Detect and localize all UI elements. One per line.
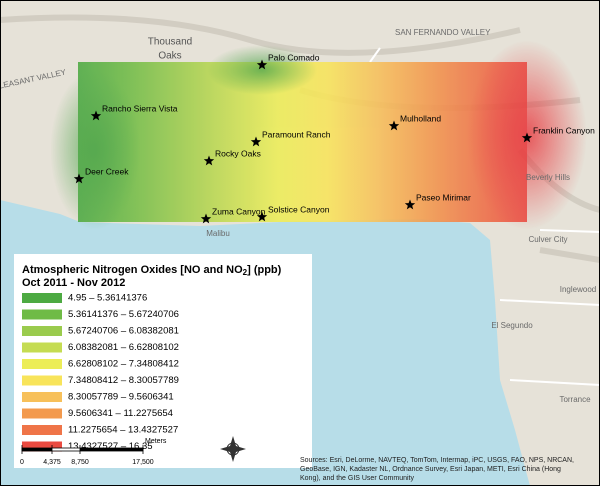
scale-label: 4,375 (43, 459, 61, 466)
attribution: GeoBase, IGN, Kadaster NL, Ordnance Surv… (300, 466, 561, 473)
legend-title-part: Atmospheric Nitrogen Oxides [NO and NO (22, 264, 243, 276)
nox-gradient (78, 62, 527, 222)
scale-unit: Meters (145, 438, 167, 445)
legend-title-part: ] (ppb) (247, 264, 282, 276)
legend-swatch (22, 326, 62, 336)
legend-label: 9.5606341 – 11.2275654 (68, 408, 173, 419)
station-marker (73, 173, 85, 184)
legend-title-part: 2 (243, 268, 248, 277)
legend-swatch (22, 425, 62, 435)
legend-label: 11.2275654 – 13.4327527 (68, 425, 178, 436)
place-label: Oaks (158, 51, 181, 62)
legend-label: 4.95 – 5.36141376 (68, 293, 147, 304)
station-marker (256, 211, 268, 222)
attribution: Kong), and the GIS User Community (300, 475, 414, 482)
legend-label: 13.4327527 – 16.35 (68, 441, 153, 452)
legend-swatch (22, 359, 62, 369)
station-label: Rocky Oaks (215, 148, 261, 158)
station-label: Mulholland (400, 113, 441, 123)
station-label: Rancho Sierra Vista (102, 103, 178, 113)
place-label: Beverly Hills (526, 173, 570, 182)
legend-swatch (22, 375, 62, 386)
legend-title: Atmospheric Nitrogen Oxides [NO and NO2]… (22, 264, 282, 277)
place-label: Malibu (206, 229, 230, 238)
nox-surface (50, 40, 587, 230)
place-label: Inglewood (560, 285, 596, 294)
station-marker (250, 136, 262, 147)
station-label: Franklin Canyon (533, 125, 595, 135)
attribution: Sources: Esri, DeLorme, NAVTEQ, TomTom, … (300, 457, 574, 464)
place-label: SAN FERNANDO VALLEY (395, 28, 491, 37)
station-marker (404, 199, 416, 210)
legend-panel (14, 254, 312, 468)
legend-label: 6.08382081 – 6.62808102 (68, 342, 179, 353)
station-marker (200, 213, 212, 224)
legend-swatch (22, 441, 62, 452)
station-label: Paramount Ranch (262, 129, 331, 139)
station-label: Paseo Mirimar (416, 192, 471, 202)
legend-label: 6.62808102 – 7.34808412 (68, 359, 179, 370)
scale-bar-fill (22, 448, 52, 451)
station-marker (90, 110, 102, 121)
legend-label: 5.67240706 – 6.08382081 (68, 326, 179, 337)
legend-swatch (22, 408, 62, 419)
legend-swatch (22, 392, 62, 402)
legend-label: 7.34808412 – 8.30057789 (68, 375, 179, 386)
station-marker (203, 155, 215, 166)
legend-swatch (22, 309, 62, 320)
scale-label: 0 (20, 459, 24, 466)
station-label: Palo Comado (268, 52, 320, 62)
legend-swatch (22, 293, 62, 303)
station-label: Zuma Canyon (212, 206, 266, 216)
north-arrow (220, 436, 246, 462)
legend-label: 5.36141376 – 5.67240706 (68, 309, 179, 320)
legend-label: 8.30057789 – 9.5606341 (68, 392, 174, 403)
station-marker (388, 120, 400, 131)
station-label: Solstice Canyon (268, 204, 330, 214)
place-label: El Segundo (491, 321, 533, 330)
station-marker (521, 132, 533, 143)
station-marker (256, 59, 268, 70)
place-label: Thousand (148, 37, 192, 48)
cool-spot (50, 70, 140, 230)
legend-swatch (22, 342, 62, 353)
legend-period: Oct 2011 - Nov 2012 (22, 277, 125, 289)
scale-bar-fill (80, 448, 143, 451)
road (369, 47, 600, 386)
place-label: Torrance (559, 395, 591, 404)
cool-spot (207, 45, 317, 95)
scale-label: 8,750 (71, 459, 89, 466)
station-label: Deer Creek (85, 166, 129, 176)
place-label: Culver City (528, 235, 567, 244)
scale-label: 17,500 (132, 459, 154, 466)
